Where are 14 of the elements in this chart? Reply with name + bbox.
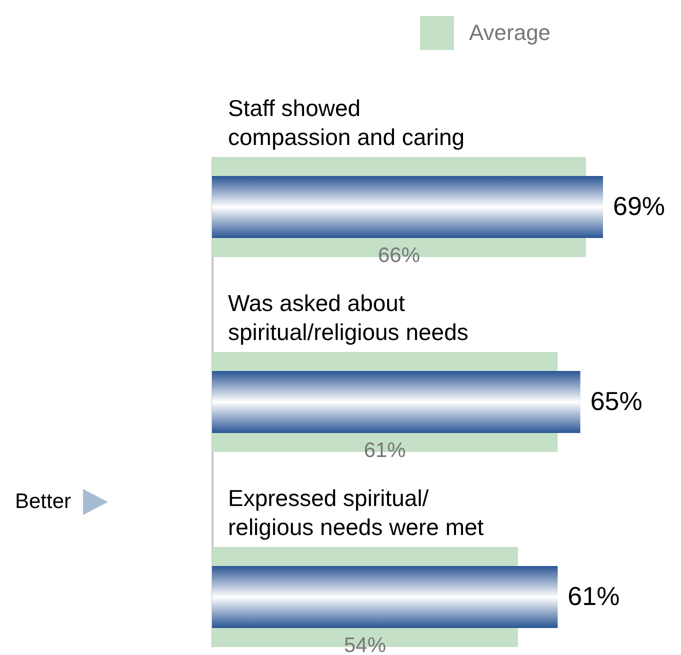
y-tick-label: Staff showed compassion and caring [228,95,465,150]
bar [212,176,603,238]
data-label: 61% [364,439,406,462]
bar [212,370,580,434]
data-label: 65% [590,386,642,416]
data-label: 61% [568,580,620,611]
text: Better [15,490,72,513]
bar [212,566,558,628]
data-label: 54% [344,634,386,655]
y-tick-label: Expressed spiritual/ religious needs were met [228,484,484,540]
data-label: 66% [378,244,420,268]
data-label: 69% [613,191,666,222]
y-tick-label: Was asked about spiritual/religious needs [228,290,468,345]
legend-label: Average [469,20,551,45]
